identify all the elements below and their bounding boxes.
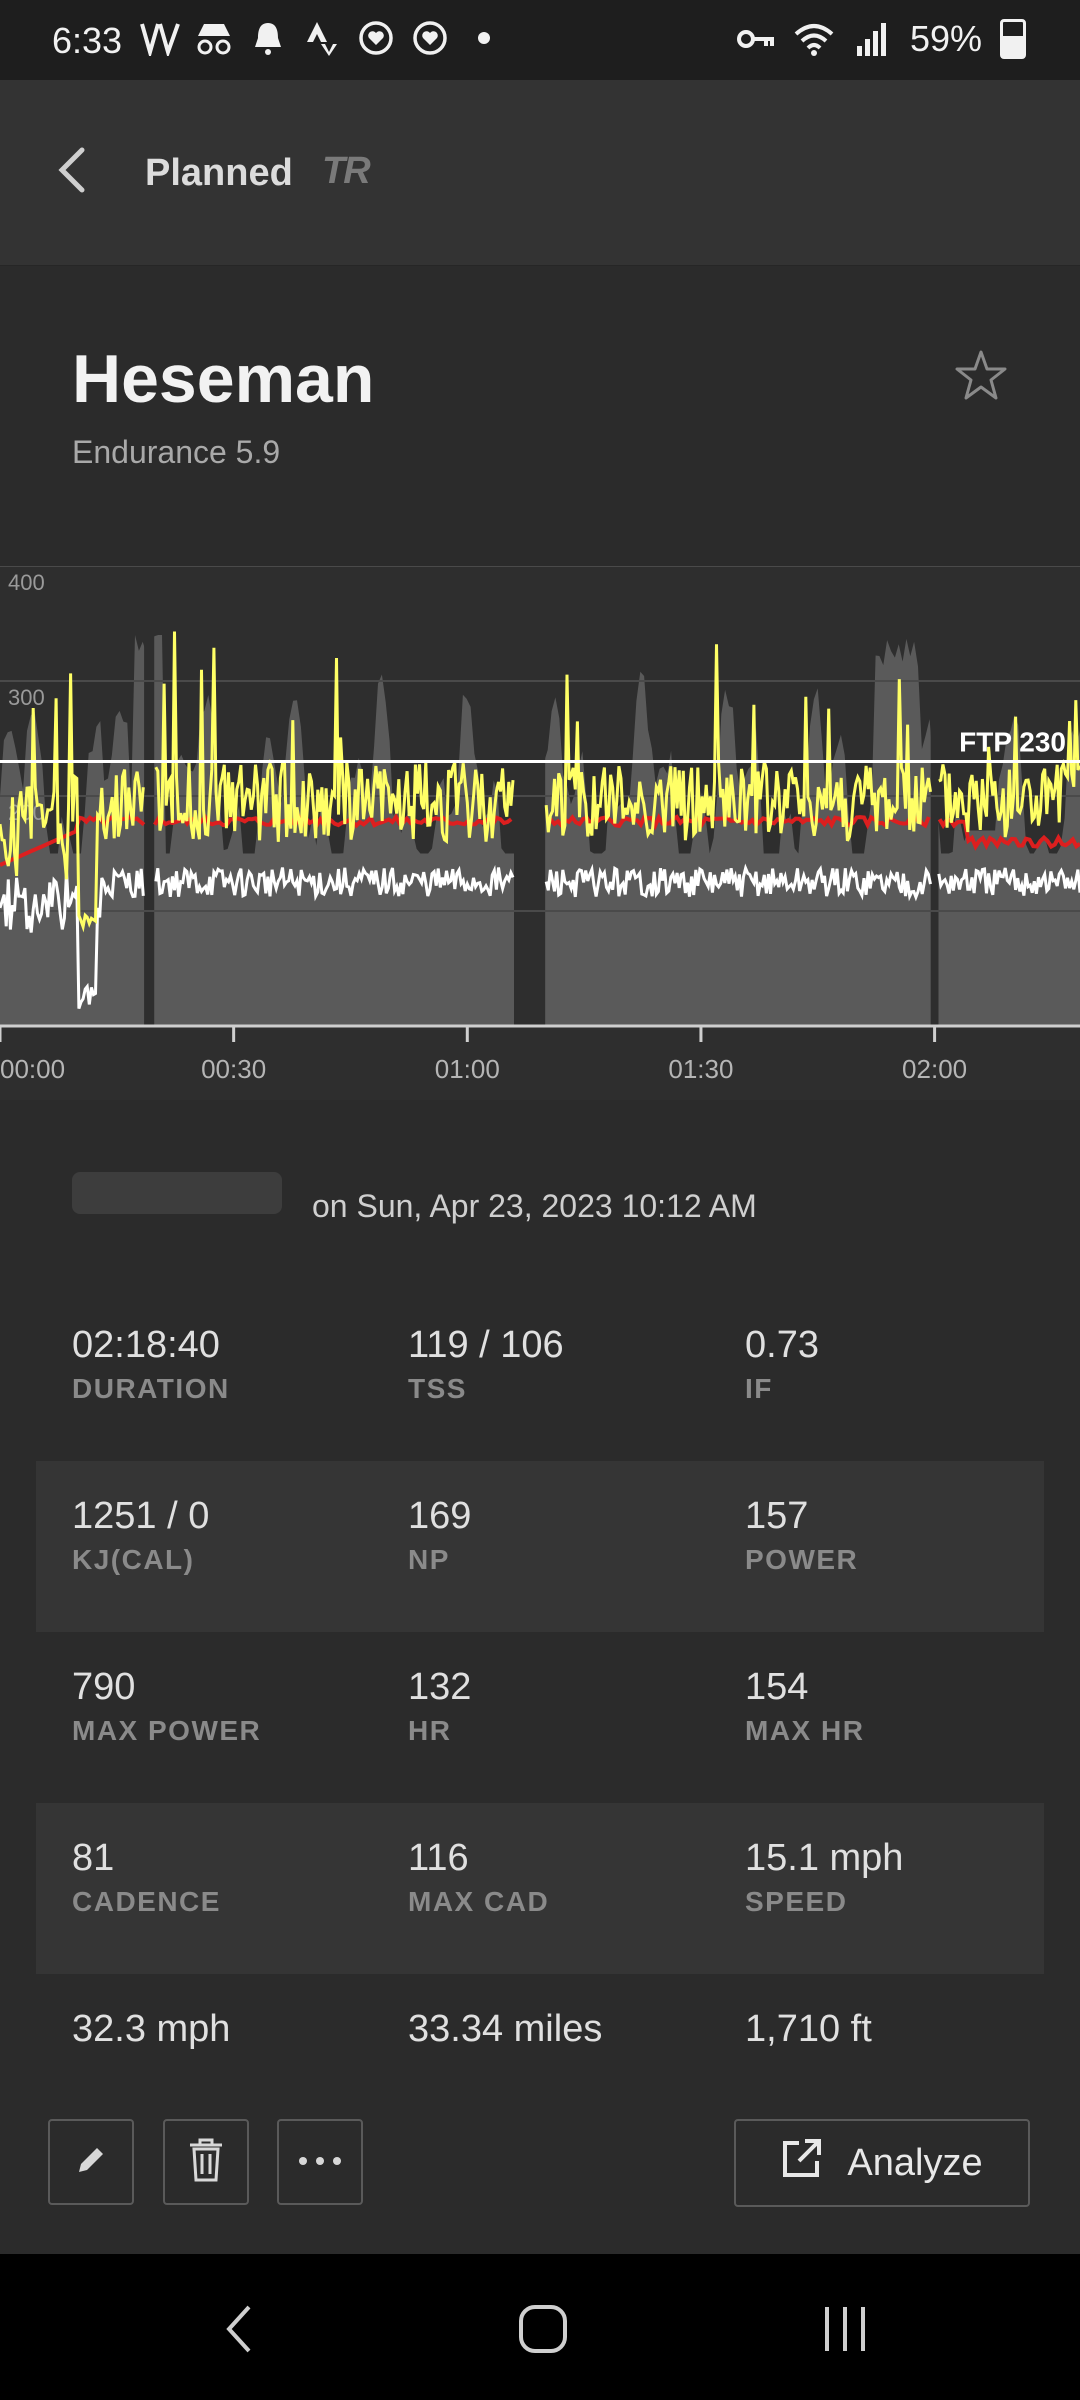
system-nav-bar [0, 2254, 1080, 2400]
stat-tss: 119 / 106 TSS [408, 1324, 564, 1404]
stats-row: 32.3 mph 33.34 miles 1,710 ft [36, 1974, 1044, 2145]
nav-recents-icon[interactable] [810, 2294, 880, 2364]
workout-date: on Sun, Apr 23, 2023 10:12 AM [312, 1188, 757, 1224]
trash-icon [186, 2137, 226, 2188]
stat-speed: 15.1 mph SPEED [745, 1837, 904, 1917]
workout-meta: on Sun, Apr 23, 2023 10:12 AM [0, 1100, 1080, 1300]
external-link-icon [781, 2137, 823, 2189]
favorite-star-icon[interactable] [954, 348, 1008, 402]
workout-name: Heseman [72, 341, 375, 417]
delete-button[interactable] [163, 2119, 249, 2205]
stat-max-cad: 116 MAX CAD [408, 1837, 550, 1917]
heart-app-icon-2 [410, 18, 450, 58]
notification-icons [140, 18, 504, 58]
back-arrow-icon[interactable] [52, 140, 92, 200]
action-bar: Analyze [0, 2090, 1080, 2254]
stat-hr: 132 HR [408, 1666, 472, 1746]
stat-kj: 1251 / 0 KJ(CAL) [72, 1495, 210, 1575]
nav-back-icon[interactable] [206, 2294, 276, 2364]
x-tick-label: 00:30 [201, 1054, 266, 1084]
analyze-label: Analyze [847, 2141, 983, 2184]
vpn-app-icon [140, 18, 180, 58]
app-bar: Planned TR [0, 80, 1080, 267]
workout-header: Heseman Endurance 5.9 [0, 266, 1080, 566]
power-line [0, 631, 1080, 933]
edit-button[interactable] [48, 2119, 134, 2205]
signal-icon [852, 19, 892, 59]
redacted-username [72, 1172, 282, 1214]
ftp-label: FTP 230 [959, 727, 1066, 758]
stat-np: 169 NP [408, 1495, 472, 1575]
stats-row: 790 MAX POWER 132 HR 154 MAX HR [36, 1632, 1044, 1803]
app-bar-title: Planned [145, 152, 293, 194]
heart-app-icon [356, 18, 396, 58]
battery-icon [1000, 19, 1026, 59]
stat-power: 157 POWER [745, 1495, 859, 1575]
battery-percent: 59% [909, 18, 982, 59]
stats-row: 81 CADENCE 116 MAX CAD 15.1 mph SPEED [36, 1803, 1044, 1974]
x-tick-label: 01:30 [668, 1054, 733, 1084]
battery-fill [1003, 35, 1023, 56]
stat-if: 0.73 IF [745, 1324, 819, 1404]
x-tick-label: 01:00 [435, 1054, 500, 1084]
stat-max-speed: 32.3 mph [72, 2008, 231, 2050]
status-bar: 6:33 59% [0, 0, 1080, 80]
stat-distance: 33.34 miles [408, 2008, 603, 2050]
stats-row: 1251 / 0 KJ(CAL) 169 NP 157 POWER [36, 1461, 1044, 1632]
stat-max-hr: 154 MAX HR [745, 1666, 865, 1746]
heart-rate-line [0, 863, 1080, 1010]
incognito-icon [194, 18, 234, 58]
analyze-button[interactable]: Analyze [734, 2119, 1030, 2207]
planned-power-area [0, 635, 1080, 1026]
stat-duration: 02:18:40 DURATION [72, 1324, 230, 1404]
nav-home-icon[interactable] [508, 2294, 578, 2364]
dot-icon [464, 18, 504, 58]
stats-grid: 02:18:40 DURATION 119 / 106 TSS 0.73 IF 125… [36, 1290, 1044, 2145]
x-tick-label: 00:00 [0, 1054, 65, 1084]
stat-cadence: 81 CADENCE [72, 1837, 221, 1917]
stat-max-power: 790 MAX POWER [72, 1666, 262, 1746]
status-time: 6:33 [52, 20, 123, 61]
y-tick-label: 400 [8, 570, 45, 595]
stats-row: 02:18:40 DURATION 119 / 106 TSS 0.73 IF [36, 1290, 1044, 1461]
workout-subtitle: Endurance 5.9 [72, 434, 281, 470]
status-right: 59% [736, 18, 1026, 60]
x-tick-label: 02:00 [902, 1054, 967, 1084]
more-dots-icon [298, 2153, 342, 2171]
key-icon [736, 19, 776, 59]
power-average-line [0, 812, 1080, 867]
trainerroad-logo: TR [322, 150, 371, 192]
bell-icon [248, 18, 288, 58]
workout-chart: 400 300 200 FTP 230 00:00 00:30 01:00 01:30 02:0… [0, 566, 1080, 1100]
strava-icon [302, 18, 342, 58]
pencil-icon [73, 2142, 109, 2183]
y-tick-label: 300 [8, 685, 45, 710]
stat-elevation: 1,710 ft [745, 2008, 872, 2050]
wifi-icon [794, 19, 834, 59]
more-button[interactable] [277, 2119, 363, 2205]
